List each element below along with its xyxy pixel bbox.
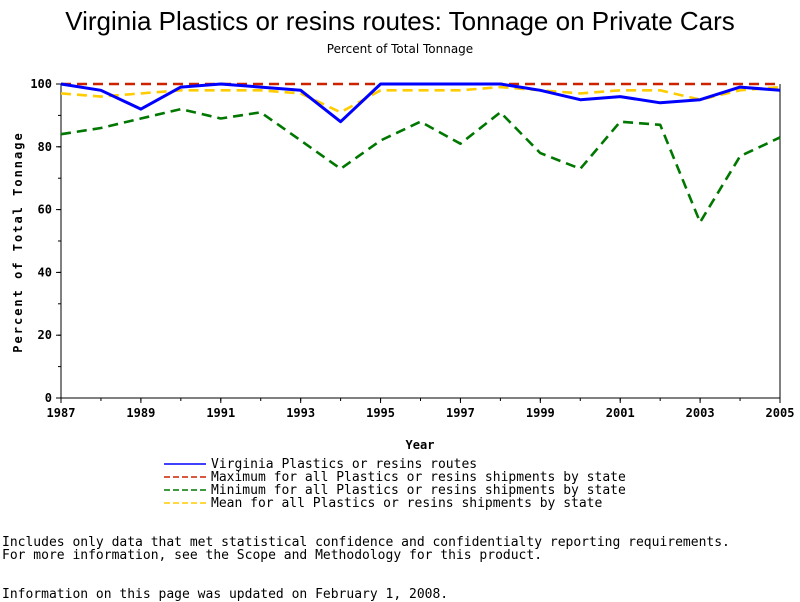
chart-subtitle: Percent of Total Tonnage — [327, 42, 473, 56]
x-tick-label: 2001 — [606, 406, 635, 420]
legend: Virginia Plastics or resins routesMaximu… — [164, 457, 626, 511]
x-tick-label: 2005 — [766, 406, 795, 420]
x-tick-label: 1993 — [286, 406, 315, 420]
footnote-updated: Information on this page was updated on … — [2, 587, 449, 602]
x-tick-label: 1987 — [47, 406, 76, 420]
y-tick-label: 20 — [38, 328, 52, 342]
y-tick-label: 80 — [38, 140, 52, 154]
y-tick-label: 0 — [45, 391, 52, 405]
legend-label-3: Mean for all Plastics or resins shipment… — [211, 496, 603, 511]
series-line-0 — [60, 82, 781, 124]
x-tick-label: 1997 — [446, 406, 475, 420]
x-tick-label: 1995 — [366, 406, 395, 420]
y-tick-label: 40 — [38, 265, 52, 279]
series-line-3 — [60, 85, 781, 114]
plot-area: 1987 1989 1991 1993 1995 1997 1999 2001 2003 2005… — [30, 77, 794, 420]
series-line-2 — [60, 107, 781, 224]
y-tick-label: 60 — [38, 203, 52, 217]
legend-label-2: Minimum for all Plastics or resins shipm… — [211, 483, 626, 498]
legend-label-1: Maximum for all Plastics or resins shipm… — [211, 470, 626, 485]
footnote-confidence: Includes only data that met statistical … — [2, 535, 730, 550]
x-tick-label: 2003 — [686, 406, 715, 420]
footnote-methodology: For more information, see the Scope and … — [2, 548, 543, 563]
chart-title: Virginia Plastics or resins routes: Tonn… — [65, 6, 735, 36]
y-tick-label: 100 — [30, 77, 52, 91]
y-axis-label: Percent of Total Tonnage — [11, 131, 25, 352]
x-tick-label: 1989 — [126, 406, 155, 420]
x-tick-label: 1999 — [526, 406, 555, 420]
x-axis-label: Year — [406, 438, 435, 452]
legend-label-0: Virginia Plastics or resins routes — [211, 457, 477, 472]
x-tick-label: 1991 — [206, 406, 235, 420]
